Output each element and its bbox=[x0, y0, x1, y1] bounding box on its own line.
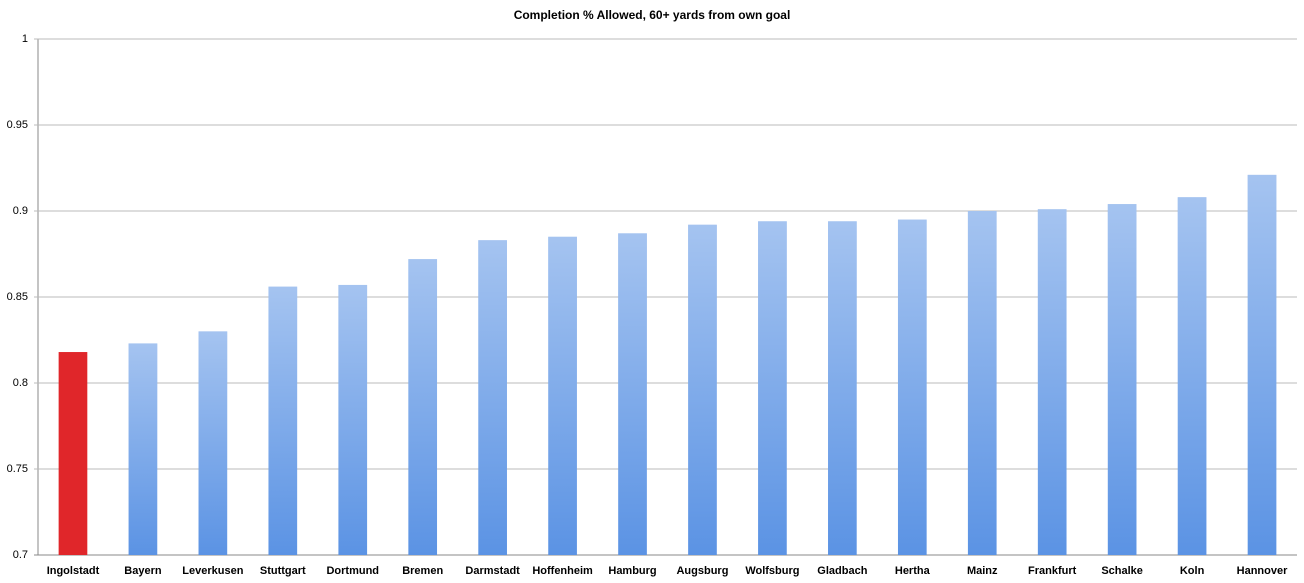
x-tick-label: Hoffenheim bbox=[532, 565, 593, 577]
bar-shade bbox=[128, 343, 158, 555]
bar-shade bbox=[828, 221, 857, 555]
bar-shade bbox=[1177, 197, 1207, 556]
x-tick-label: Hannover bbox=[1237, 565, 1288, 577]
x-tick-label: Bayern bbox=[124, 565, 162, 577]
bar-shade bbox=[1247, 174, 1277, 555]
bar bbox=[58, 352, 88, 555]
bar-shade bbox=[268, 286, 298, 555]
y-tick-label: 0.85 bbox=[7, 291, 28, 303]
y-tick-label: 1 bbox=[22, 33, 28, 45]
x-tick-label: Ingolstadt bbox=[47, 565, 100, 577]
bar-shade bbox=[338, 284, 368, 555]
x-tick-label: Hamburg bbox=[608, 565, 656, 577]
y-tick-label: 0.9 bbox=[13, 205, 28, 217]
bar-shade bbox=[1037, 209, 1067, 555]
y-tick-label: 0.95 bbox=[7, 119, 28, 131]
x-tick-label: Schalke bbox=[1101, 565, 1143, 577]
x-tick-label: Frankfurt bbox=[1028, 565, 1077, 577]
x-tick-label: Hertha bbox=[895, 565, 931, 577]
bar-shade bbox=[758, 221, 787, 555]
x-tick-label: Mainz bbox=[967, 565, 998, 577]
bar-shade bbox=[1107, 204, 1137, 555]
y-tick-label: 0.75 bbox=[7, 463, 28, 475]
bar-shade bbox=[408, 259, 438, 555]
x-tick-label: Gladbach bbox=[817, 565, 867, 577]
x-tick-label: Augsburg bbox=[676, 565, 728, 577]
bar-shade bbox=[548, 236, 577, 556]
x-tick-label: Stuttgart bbox=[260, 565, 306, 577]
bar-shade bbox=[198, 331, 228, 555]
bar-shade bbox=[688, 224, 717, 555]
x-tick-label: Wolfsburg bbox=[745, 565, 799, 577]
x-tick-label: Koln bbox=[1180, 565, 1205, 577]
x-tick-label: Bremen bbox=[402, 565, 443, 577]
bar-shade bbox=[897, 219, 927, 555]
bar-shade bbox=[478, 240, 507, 556]
y-tick-label: 0.8 bbox=[13, 377, 28, 389]
y-tick-label: 0.7 bbox=[13, 549, 28, 561]
x-tick-label: Darmstadt bbox=[465, 565, 520, 577]
x-tick-label: Leverkusen bbox=[182, 565, 243, 577]
x-tick-label: Dortmund bbox=[326, 565, 379, 577]
chart-title: Completion % Allowed, 60+ yards from own… bbox=[514, 8, 791, 22]
bar-shade bbox=[967, 211, 997, 555]
bar-shade bbox=[618, 233, 647, 556]
